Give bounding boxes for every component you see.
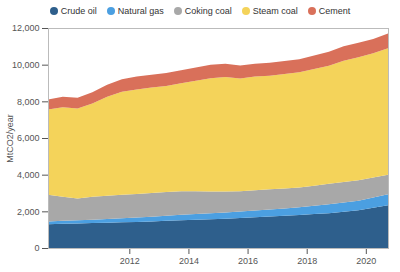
svg-text:2,000: 2,000 <box>17 207 40 217</box>
svg-text:8,000: 8,000 <box>17 97 40 107</box>
svg-text:2020: 2020 <box>356 256 376 266</box>
html-text:Cement: Cement <box>318 6 351 16</box>
html-text:Natural gas: Natural gas <box>117 6 164 16</box>
svg-text:12,000: 12,000 <box>12 23 40 33</box>
svg-text:6,000: 6,000 <box>17 133 40 143</box>
svg-text:2018: 2018 <box>297 256 317 266</box>
svg-text:2014: 2014 <box>179 256 199 266</box>
svg-text:4,000: 4,000 <box>17 170 40 180</box>
svg-text:2016: 2016 <box>238 256 258 266</box>
html-text:Crude oil: Crude oil <box>60 6 97 16</box>
svg-text:10,000: 10,000 <box>12 60 40 70</box>
html-text:Steam coal: Steam coal <box>252 6 298 16</box>
html-text:Coking coal: Coking coal <box>184 6 232 16</box>
svg-text:2012: 2012 <box>120 256 140 266</box>
svg-text:0: 0 <box>34 243 39 253</box>
svg-text:MtCO2/year: MtCO2/year <box>5 114 15 163</box>
